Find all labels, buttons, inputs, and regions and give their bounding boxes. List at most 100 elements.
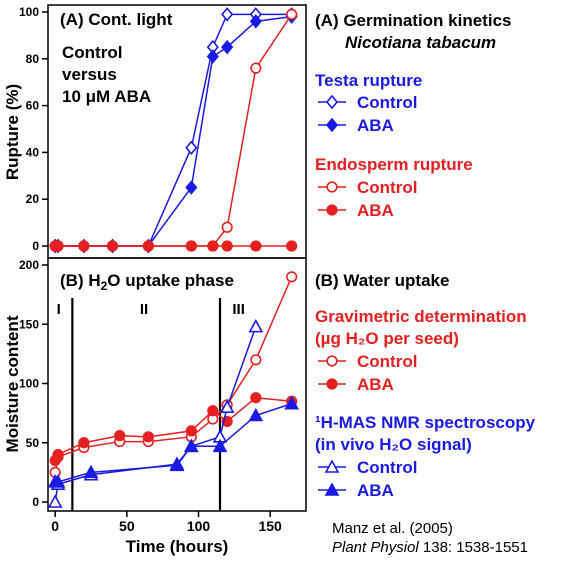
data-point bbox=[185, 240, 197, 252]
data-point bbox=[207, 405, 219, 417]
legend-nmr-aba-marker bbox=[318, 482, 346, 496]
panel-a-annotation-1: Control bbox=[62, 43, 122, 62]
panel-b-frame bbox=[47, 257, 307, 512]
y-tick-label: 80 bbox=[26, 52, 40, 66]
legend-marker bbox=[326, 378, 338, 390]
data-point bbox=[185, 140, 198, 155]
legend-marker bbox=[326, 204, 338, 216]
data-point bbox=[250, 392, 262, 404]
series-line bbox=[54, 396, 292, 461]
legend-grav-aba-marker bbox=[318, 378, 346, 390]
data-point bbox=[206, 49, 219, 64]
legend-marker bbox=[325, 94, 339, 110]
data-point bbox=[219, 399, 235, 414]
panel-a-annotation-3: 10 μM ABA bbox=[62, 87, 151, 106]
y-tick-label: 20 bbox=[26, 192, 40, 206]
panel-a-ylabel: Rupture (%) bbox=[3, 84, 22, 180]
legend-testa-aba: ABA bbox=[357, 116, 394, 135]
phase-label: III bbox=[232, 301, 245, 318]
data-point bbox=[286, 8, 298, 20]
x-tick-label: 100 bbox=[187, 518, 211, 534]
data-point bbox=[114, 430, 126, 442]
x-tick-label: 0 bbox=[51, 518, 59, 534]
data-point bbox=[248, 318, 264, 333]
panel-a-annotation-2: versus bbox=[62, 65, 117, 84]
legend-testa-control: Control bbox=[357, 93, 417, 112]
legend-a-title: (A) Germination kinetics bbox=[315, 11, 511, 30]
legend-endo-aba: ABA bbox=[357, 201, 394, 220]
phase-label: II bbox=[140, 301, 148, 318]
citation-line1: Manz et al. (2005) bbox=[332, 520, 453, 537]
data-point bbox=[47, 494, 63, 508]
data-point bbox=[286, 271, 298, 283]
data-point bbox=[78, 437, 90, 449]
legend-nmr-control-marker bbox=[318, 459, 346, 473]
data-point bbox=[183, 438, 199, 453]
legend-nmr-head1: ¹H-MAS NMR spectroscopy bbox=[315, 413, 536, 432]
data-point bbox=[286, 240, 298, 252]
series-line bbox=[54, 276, 293, 473]
x-tick-label: 50 bbox=[119, 518, 135, 534]
panel-b-xlabel: Time (hours) bbox=[126, 537, 229, 556]
legend-grav-control: Control bbox=[357, 352, 417, 371]
legend-b-title: (B) Water uptake bbox=[315, 271, 449, 290]
data-point bbox=[50, 474, 66, 488]
data-point bbox=[185, 180, 198, 195]
legend-grav-head2: (µg H₂O per seed) bbox=[315, 329, 459, 348]
data-point bbox=[52, 449, 64, 461]
legend-testa-head: Testa rupture bbox=[315, 71, 422, 90]
legend-nmr-control: Control bbox=[357, 458, 417, 477]
x-tick-label: 150 bbox=[258, 518, 282, 534]
y-tick-label: 40 bbox=[26, 145, 40, 159]
data-point bbox=[250, 62, 262, 74]
citation-rest: 138: 1538-1551 bbox=[419, 539, 528, 556]
citation-line2: Plant Physiol 138: 1538-1551 bbox=[332, 539, 528, 556]
legend-endo-control-marker bbox=[318, 181, 346, 193]
data-point bbox=[221, 7, 234, 22]
data-point bbox=[78, 240, 90, 252]
legend-grav-control-marker bbox=[318, 355, 346, 367]
data-point bbox=[248, 407, 264, 422]
data-point bbox=[142, 431, 154, 443]
legend-marker bbox=[325, 117, 339, 133]
y-tick-label: 0 bbox=[32, 239, 39, 253]
legend-nmr-head2: (in vivo H₂O signal) bbox=[315, 435, 472, 454]
data-point bbox=[221, 39, 234, 55]
data-point bbox=[221, 240, 233, 252]
legend-testa-aba-marker bbox=[318, 117, 346, 133]
data-point bbox=[250, 240, 262, 252]
legend-a-species: Nicotiana tabacum bbox=[345, 33, 496, 52]
panel-a-label: (A) Cont. light bbox=[60, 10, 173, 29]
data-point bbox=[249, 14, 262, 29]
legend-endo-head: Endosperm rupture bbox=[315, 155, 473, 174]
legend-endo-aba-marker bbox=[318, 204, 346, 216]
panel-a-plot: 0 20 40 60 80 100 bbox=[19, 5, 298, 254]
legend-endo-control: Control bbox=[357, 178, 417, 197]
y-tick-label: 0 bbox=[32, 495, 39, 509]
citation-journal: Plant Physiol bbox=[332, 539, 419, 556]
legend-nmr-aba: ABA bbox=[357, 481, 394, 500]
y-tick-label: 200 bbox=[19, 258, 39, 272]
legend-marker bbox=[324, 459, 340, 473]
panel-b-ylabel: Moisture content bbox=[3, 315, 22, 452]
phase-label: I bbox=[57, 301, 61, 318]
data-point bbox=[52, 240, 64, 252]
y-tick-label: 100 bbox=[19, 377, 39, 391]
data-point bbox=[284, 395, 300, 410]
data-point bbox=[250, 354, 262, 366]
panel-b-label: (B) H2O uptake phase bbox=[60, 271, 234, 293]
y-tick-label: 50 bbox=[26, 436, 40, 450]
y-tick-label: 60 bbox=[26, 99, 40, 113]
legend-grav-aba: ABA bbox=[357, 375, 394, 394]
data-point bbox=[212, 438, 228, 453]
legend-grav-head1: Gravimetric determination bbox=[315, 307, 527, 326]
legend-testa-control-marker bbox=[318, 94, 346, 110]
legend-marker bbox=[326, 355, 338, 367]
data-point bbox=[169, 457, 185, 472]
legend-marker bbox=[326, 181, 338, 193]
data-point bbox=[207, 240, 219, 252]
data-point bbox=[185, 425, 197, 437]
data-point bbox=[142, 240, 154, 252]
